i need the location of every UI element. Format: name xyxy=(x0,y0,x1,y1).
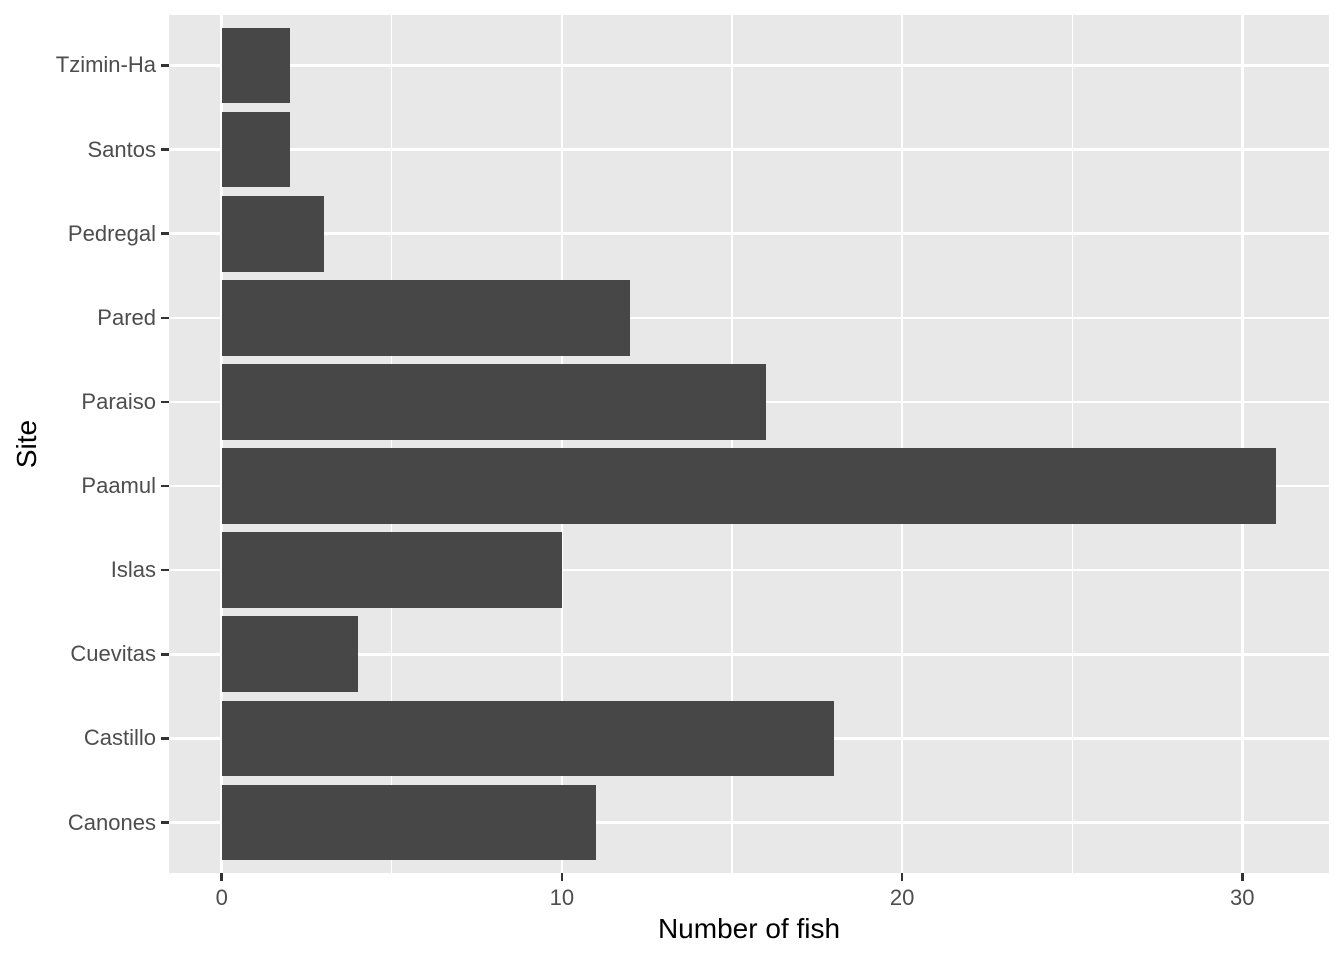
y-axis-tick-cuevitas xyxy=(161,653,169,656)
y-tick-label-tzimin-ha: Tzimin-Ha xyxy=(55,52,156,78)
y-axis-title: Site xyxy=(11,419,42,469)
x-axis-tick-10 xyxy=(560,873,564,881)
x-tick-label-30: 30 xyxy=(1230,885,1255,910)
y-tick-label-pared: Pared xyxy=(97,304,156,330)
y-tick-label-paraiso: Paraiso xyxy=(81,388,156,414)
x-tick-label-10: 10 xyxy=(549,885,575,910)
gridline-major-y-pedregal xyxy=(169,232,1329,235)
gridline-major-x-0 xyxy=(220,15,223,873)
bar-islas xyxy=(221,532,562,609)
gridline-major-y-cuevitas xyxy=(169,653,1329,656)
y-axis-tick-pedregal xyxy=(161,232,169,235)
gridline-major-y-santos xyxy=(169,148,1329,151)
gridline-major-y-canones xyxy=(169,821,1329,824)
bar-tzimin-ha xyxy=(221,27,290,104)
y-axis-tick-paamul xyxy=(161,484,169,488)
bar-santos xyxy=(221,111,290,188)
gridline-major-y-pared xyxy=(169,316,1329,320)
x-axis-title: Number of fish xyxy=(657,913,841,944)
y-tick-label-islas: Islas xyxy=(110,557,156,583)
bar-pared xyxy=(221,279,630,356)
y-tick-label-cuevitas: Cuevitas xyxy=(70,641,156,667)
gridline-major-x-30 xyxy=(1241,15,1244,873)
x-axis-tick-30 xyxy=(1241,873,1244,881)
bar-cuevitas xyxy=(221,616,358,693)
bar-paamul xyxy=(221,448,1277,524)
y-tick-label-canones: Canones xyxy=(67,809,156,835)
x-tick-label-20: 20 xyxy=(889,885,915,910)
x-axis-tick-20 xyxy=(900,873,904,881)
bar-paraiso xyxy=(221,364,766,440)
y-tick-label-paamul: Paamul xyxy=(81,473,156,499)
y-tick-label-pedregal: Pedregal xyxy=(67,220,156,246)
x-axis-tick-0 xyxy=(220,873,223,881)
gridline-major-y-tzimin-ha xyxy=(169,64,1329,67)
y-axis-tick-santos xyxy=(161,148,169,151)
x-tick-label-0: 0 xyxy=(215,885,228,910)
y-axis-tick-paraiso xyxy=(161,400,169,404)
y-axis-tick-tzimin-ha xyxy=(161,64,169,67)
y-tick-label-santos: Santos xyxy=(87,136,157,162)
gridline-major-x-10 xyxy=(560,15,564,873)
gridline-minor-x-15 xyxy=(731,15,733,873)
gridline-minor-x-5 xyxy=(391,15,393,873)
y-axis-tick-canones xyxy=(161,821,169,824)
bar-canones xyxy=(221,784,596,861)
y-axis-tick-islas xyxy=(161,568,169,572)
gridline-major-x-20 xyxy=(900,15,904,873)
gridline-major-y-islas xyxy=(169,568,1329,572)
bar-castillo xyxy=(221,700,835,777)
bar-pedregal xyxy=(221,195,324,272)
plot-panel xyxy=(169,15,1329,873)
y-axis-tick-pared xyxy=(161,316,169,320)
y-tick-label-castillo: Castillo xyxy=(83,725,156,751)
gridline-minor-x-25 xyxy=(1071,15,1073,873)
y-axis-tick-castillo xyxy=(161,737,169,740)
